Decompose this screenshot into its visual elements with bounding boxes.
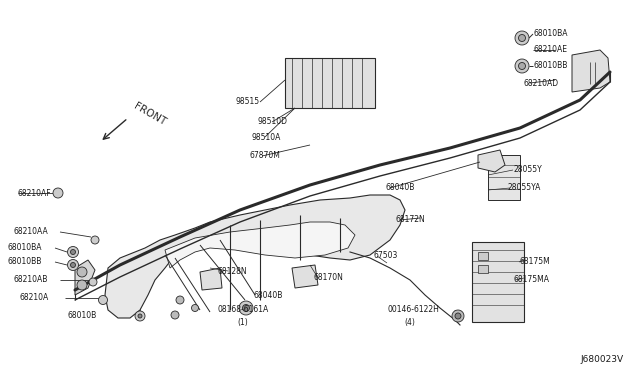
Circle shape (138, 314, 142, 318)
Text: 68172N: 68172N (395, 215, 425, 224)
Circle shape (515, 31, 529, 45)
Text: 00146-6122H: 00146-6122H (388, 305, 440, 314)
Polygon shape (105, 195, 405, 318)
Circle shape (239, 301, 253, 315)
Circle shape (77, 267, 87, 277)
Polygon shape (165, 222, 355, 268)
Circle shape (191, 305, 198, 311)
Text: 68210AD: 68210AD (524, 78, 559, 87)
Circle shape (518, 62, 525, 70)
Text: FRONT: FRONT (132, 101, 168, 127)
Bar (478, 265, 488, 273)
Text: 68010BA: 68010BA (8, 244, 42, 253)
Text: 68175MA: 68175MA (513, 276, 549, 285)
Circle shape (70, 250, 76, 254)
Text: 68010BA: 68010BA (533, 29, 568, 38)
Text: 68210AE: 68210AE (533, 45, 567, 55)
Polygon shape (200, 268, 222, 290)
Circle shape (99, 295, 108, 305)
Text: 68010B: 68010B (68, 311, 97, 321)
Text: 68210AF: 68210AF (18, 189, 52, 198)
Text: 28055Y: 28055Y (513, 166, 541, 174)
Text: 68010BB: 68010BB (533, 61, 568, 71)
Text: 67870M: 67870M (249, 151, 280, 160)
Polygon shape (75, 260, 95, 295)
Text: J680023V: J680023V (580, 356, 623, 365)
Text: 68175M: 68175M (519, 257, 550, 266)
Text: 68170N: 68170N (313, 273, 343, 282)
Bar (488, 155, 520, 200)
Circle shape (518, 35, 525, 42)
Circle shape (77, 280, 87, 290)
Circle shape (91, 236, 99, 244)
Text: 28055YA: 28055YA (507, 183, 540, 192)
Circle shape (176, 296, 184, 304)
Circle shape (67, 260, 79, 270)
Text: 98510A: 98510A (252, 132, 282, 141)
Circle shape (70, 263, 76, 267)
Text: 68040B: 68040B (253, 291, 282, 299)
Text: 98510D: 98510D (258, 118, 288, 126)
Bar (285, 58, 375, 108)
Text: 68210A: 68210A (20, 294, 49, 302)
Circle shape (89, 278, 97, 286)
Bar (478, 252, 488, 260)
Circle shape (515, 59, 529, 73)
Polygon shape (572, 50, 610, 92)
Polygon shape (292, 265, 318, 288)
Text: (1): (1) (237, 318, 248, 327)
Text: (4): (4) (404, 318, 415, 327)
Circle shape (67, 247, 79, 257)
Text: 68210AB: 68210AB (14, 276, 49, 285)
Text: 08168-6161A: 08168-6161A (218, 305, 269, 314)
Text: 98515: 98515 (236, 97, 260, 106)
Text: 68210AA: 68210AA (14, 228, 49, 237)
Text: 68128N: 68128N (218, 266, 248, 276)
Bar (472, 242, 524, 322)
Text: 68010BB: 68010BB (8, 257, 42, 266)
Circle shape (171, 311, 179, 319)
Circle shape (455, 313, 461, 319)
Circle shape (243, 305, 250, 311)
Circle shape (53, 188, 63, 198)
Text: 68040B: 68040B (385, 183, 414, 192)
Circle shape (452, 310, 464, 322)
Text: 67503: 67503 (373, 251, 397, 260)
Circle shape (135, 311, 145, 321)
Polygon shape (478, 150, 505, 172)
